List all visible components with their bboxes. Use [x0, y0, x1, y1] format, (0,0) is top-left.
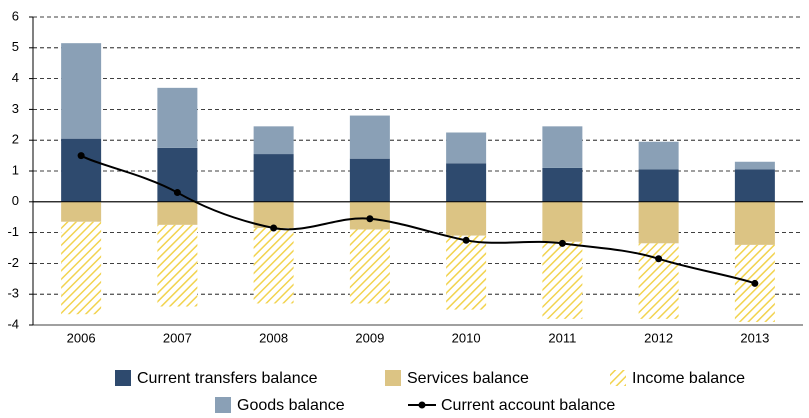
legend-swatch [385, 370, 401, 386]
bar-segment [61, 221, 102, 315]
y-tick-label: 3 [12, 101, 19, 116]
x-tick-label: 2011 [548, 330, 576, 345]
bar-segment [542, 167, 583, 202]
bar-segment [157, 224, 198, 307]
bar-segment [253, 154, 294, 202]
bar-segment [734, 169, 775, 202]
legend-label: Goods balance [237, 397, 345, 414]
bar-segment [157, 201, 198, 225]
legend-label: Income balance [632, 370, 745, 387]
bar-segment [638, 141, 679, 170]
x-tick-label: 2007 [163, 330, 192, 345]
y-tick-label: -1 [7, 224, 19, 239]
y-tick-label: -2 [7, 255, 19, 270]
bar-segment [638, 169, 679, 202]
y-tick-label: 0 [12, 193, 19, 208]
bar-segment [446, 201, 487, 236]
bar-segment [253, 201, 294, 228]
y-tick-label: 2 [12, 132, 19, 147]
bar-segment [61, 201, 102, 222]
line-point [77, 152, 85, 160]
bar-segment [542, 126, 583, 168]
bar-segment [61, 43, 102, 139]
bar-segment [542, 201, 583, 242]
bar-segment [446, 235, 487, 310]
line-point [366, 215, 374, 223]
bar-segment [349, 115, 390, 159]
bar-segment [734, 161, 775, 170]
legend-swatch [115, 370, 131, 386]
legend-swatch [610, 370, 626, 386]
bar-segment [157, 87, 198, 148]
y-tick-label: 5 [12, 39, 19, 54]
y-tick-label: 1 [12, 162, 19, 177]
y-tick-label: -3 [7, 286, 19, 301]
bar-segment [446, 163, 487, 202]
bar-segment [253, 227, 294, 304]
line-point [462, 236, 470, 244]
bar-segment [542, 241, 583, 319]
line [80, 154, 756, 285]
legend-swatch [215, 397, 231, 413]
x-tick-label: 2010 [452, 330, 481, 345]
legend-swatch [418, 401, 426, 409]
line-point [751, 279, 759, 287]
bar-segment [61, 138, 102, 202]
line-point [655, 255, 663, 263]
bar-segment [349, 229, 390, 304]
legend-label: Services balance [407, 370, 529, 387]
y-tick-label: 4 [12, 70, 19, 85]
line-point [270, 224, 278, 232]
bar-segment [734, 201, 775, 245]
line-point [558, 239, 566, 247]
x-tick-label: 2009 [355, 330, 384, 345]
legend-label: Current account balance [441, 397, 615, 414]
bar-segment [446, 132, 487, 164]
x-tick-label: 2013 [740, 330, 769, 345]
bar-segment [253, 126, 294, 155]
y-tick-label: 6 [12, 8, 19, 23]
legend-label: Current transfers balance [137, 370, 318, 387]
bar-segment [349, 158, 390, 202]
x-tick-label: 2012 [644, 330, 673, 345]
x-tick-label: 2008 [259, 330, 288, 345]
y-tick-label: -4 [7, 316, 19, 331]
x-tick-label: 2006 [67, 330, 96, 345]
line-point [173, 189, 181, 197]
bar-segment [638, 201, 679, 244]
